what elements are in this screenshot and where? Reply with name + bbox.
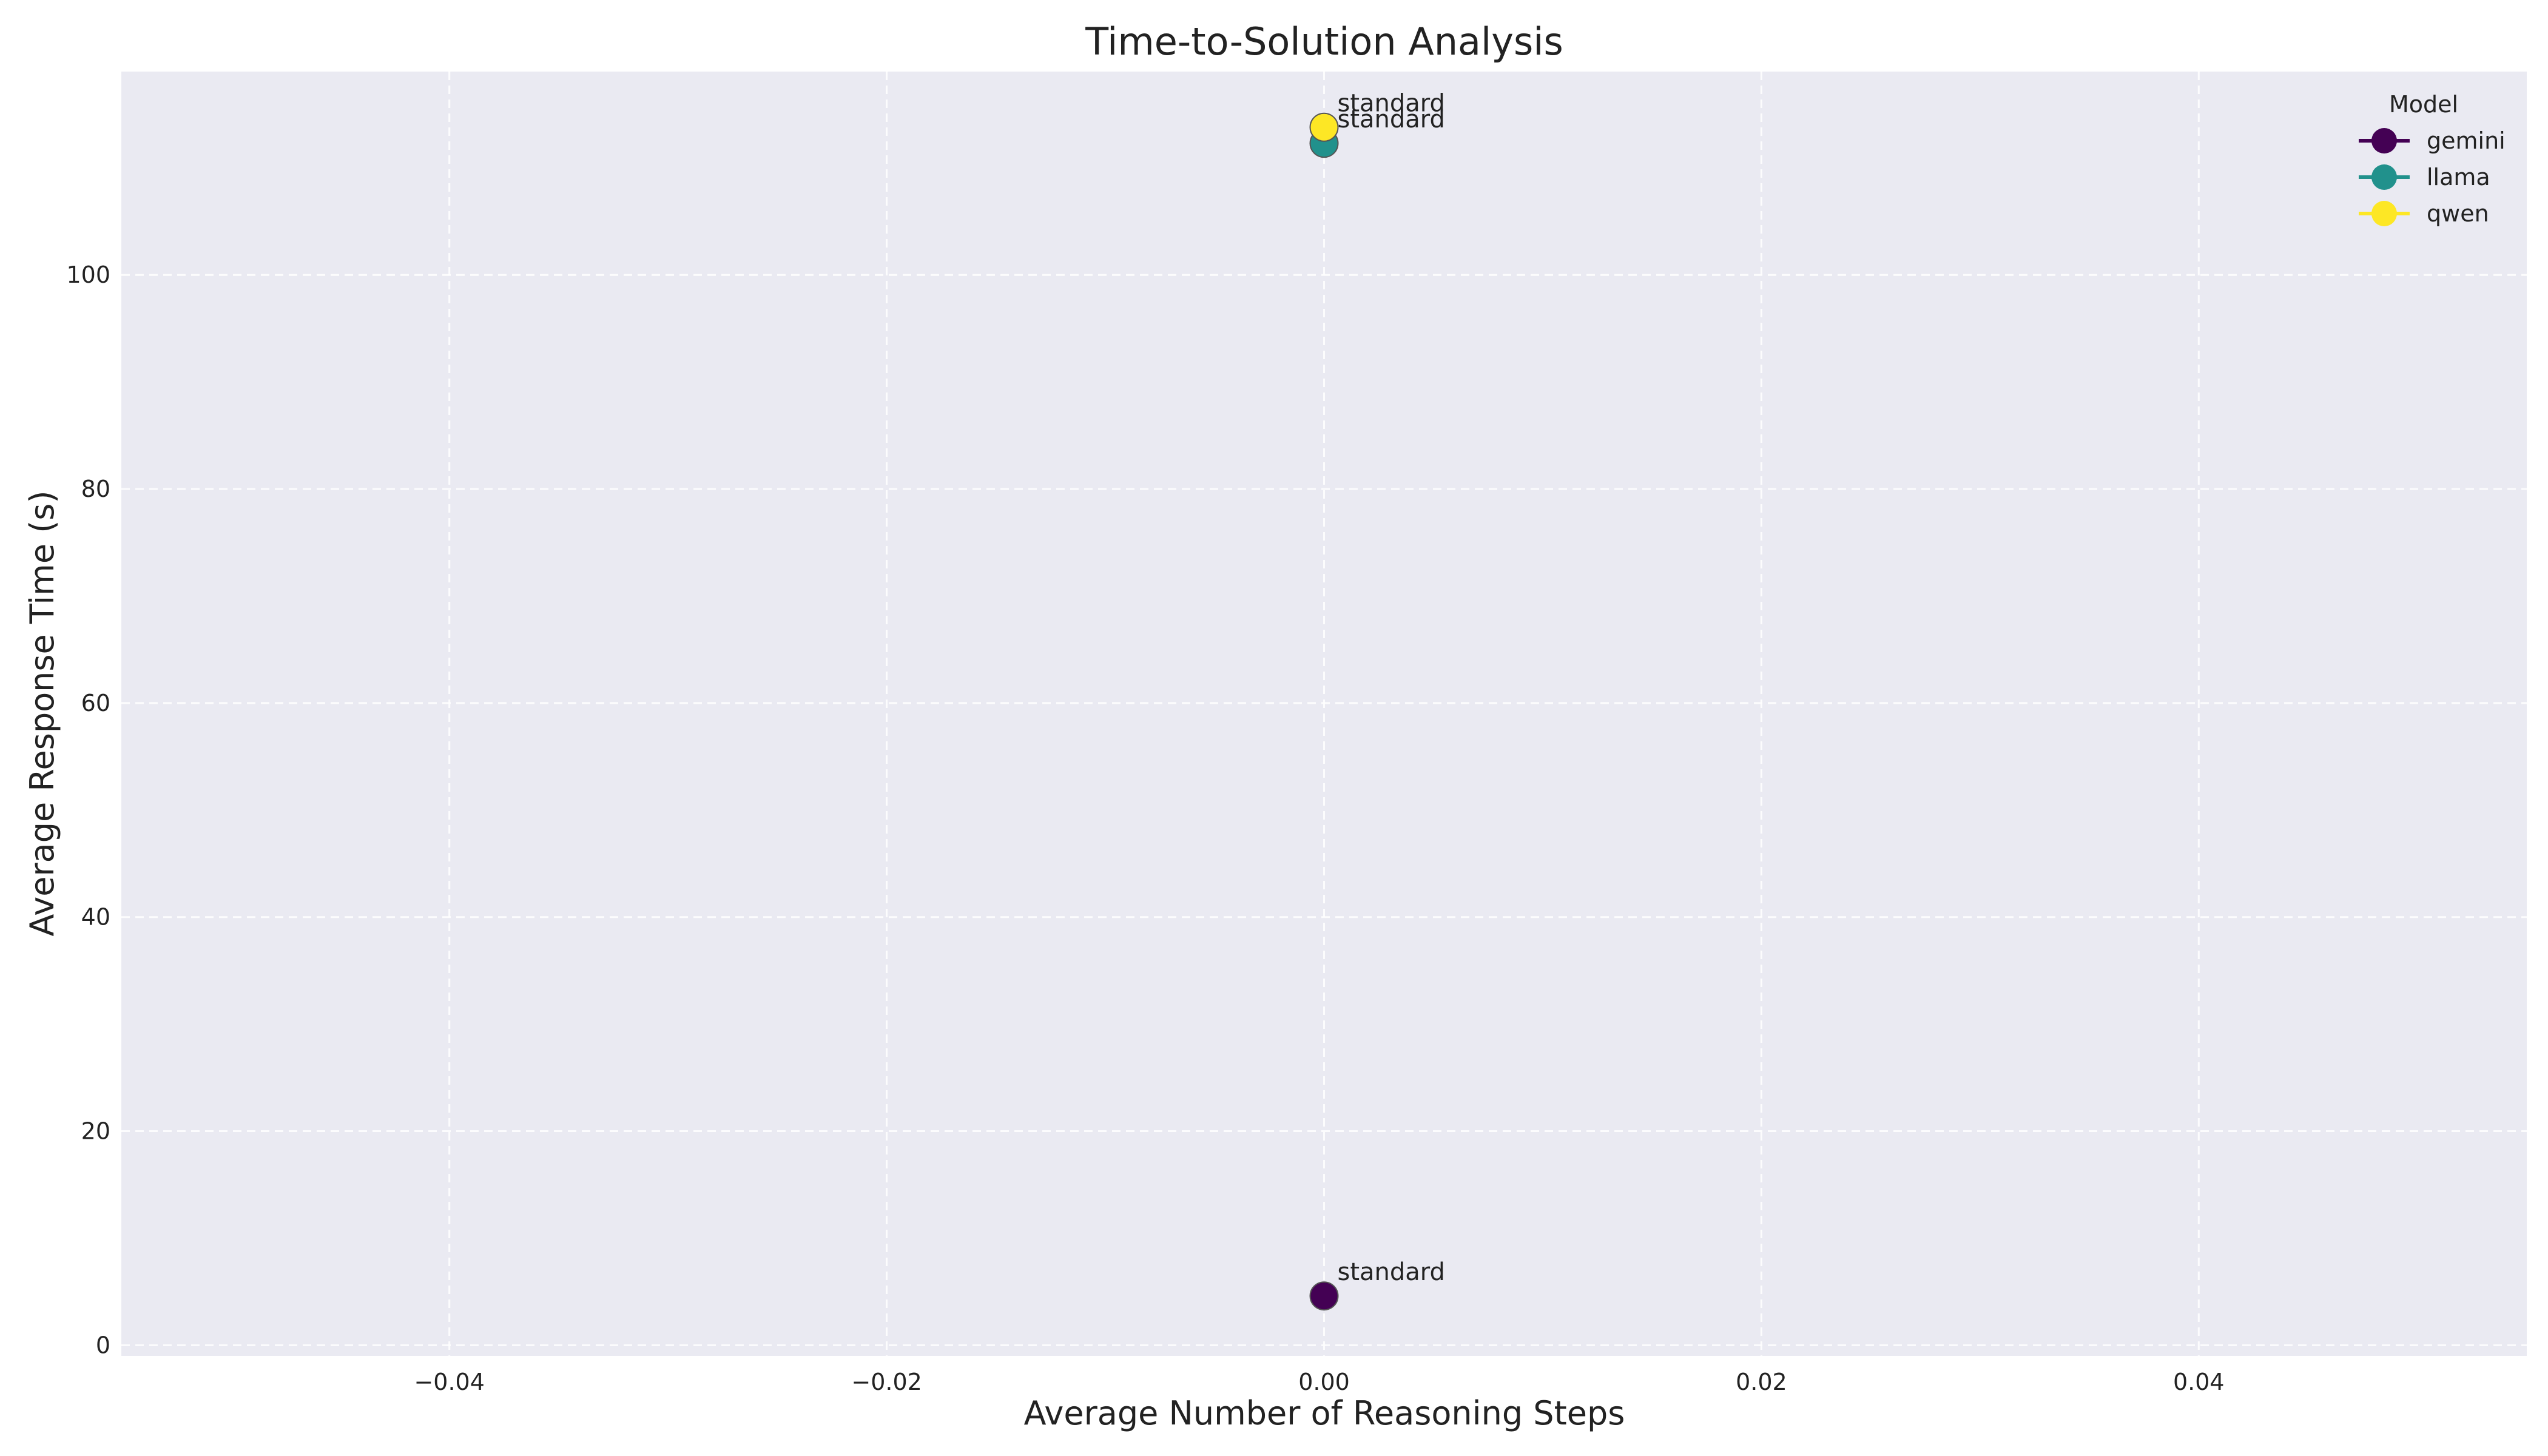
y-tick-label: 20 <box>81 1118 110 1145</box>
x-axis-label: Average Number of Reasoning Steps <box>1024 1394 1625 1432</box>
point-label: standard <box>1338 90 1445 118</box>
chart-title: Time-to-Solution Analysis <box>1085 19 1563 64</box>
legend-item-qwen: qwen <box>2359 200 2489 227</box>
point-label: standard <box>1338 106 1445 133</box>
legend-marker <box>2371 128 2397 153</box>
y-axis-label: Average Response Time (s) <box>23 490 61 936</box>
x-tick-label: 0.02 <box>1736 1369 1787 1395</box>
y-tick-label: 100 <box>66 261 110 288</box>
grid-lines <box>121 72 2527 1356</box>
point-label: standard <box>1338 1258 1445 1286</box>
x-tick-label: 0.00 <box>1298 1369 1350 1395</box>
y-tick-label: 60 <box>81 690 110 716</box>
legend-marker <box>2371 201 2397 226</box>
y-axis-ticks: 0 20 40 60 80 100 <box>66 261 110 1358</box>
x-tick-label: −0.04 <box>414 1369 484 1395</box>
data-point-gemini <box>1309 1281 1339 1311</box>
x-tick-label: 0.04 <box>2173 1369 2225 1395</box>
legend-label: llama <box>2427 164 2490 190</box>
legend-entries: gemini llama qwen <box>2359 127 2506 227</box>
data-point-qwen <box>1309 112 1339 142</box>
legend-label: gemini <box>2427 127 2506 154</box>
legend-item-gemini: gemini <box>2359 127 2506 154</box>
y-tick-label: 80 <box>81 476 110 502</box>
y-tick-label: 40 <box>81 904 110 931</box>
y-tick-label: 0 <box>96 1332 110 1358</box>
legend-label: qwen <box>2427 200 2489 227</box>
legend: Model gemini llama qwen <box>2359 91 2506 227</box>
legend-marker <box>2371 164 2397 190</box>
x-axis-ticks: −0.04 −0.02 0.00 0.02 0.04 <box>414 1369 2224 1395</box>
legend-title: Model <box>2389 91 2458 118</box>
legend-item-llama: llama <box>2359 164 2490 190</box>
x-tick-label: −0.02 <box>851 1369 922 1395</box>
